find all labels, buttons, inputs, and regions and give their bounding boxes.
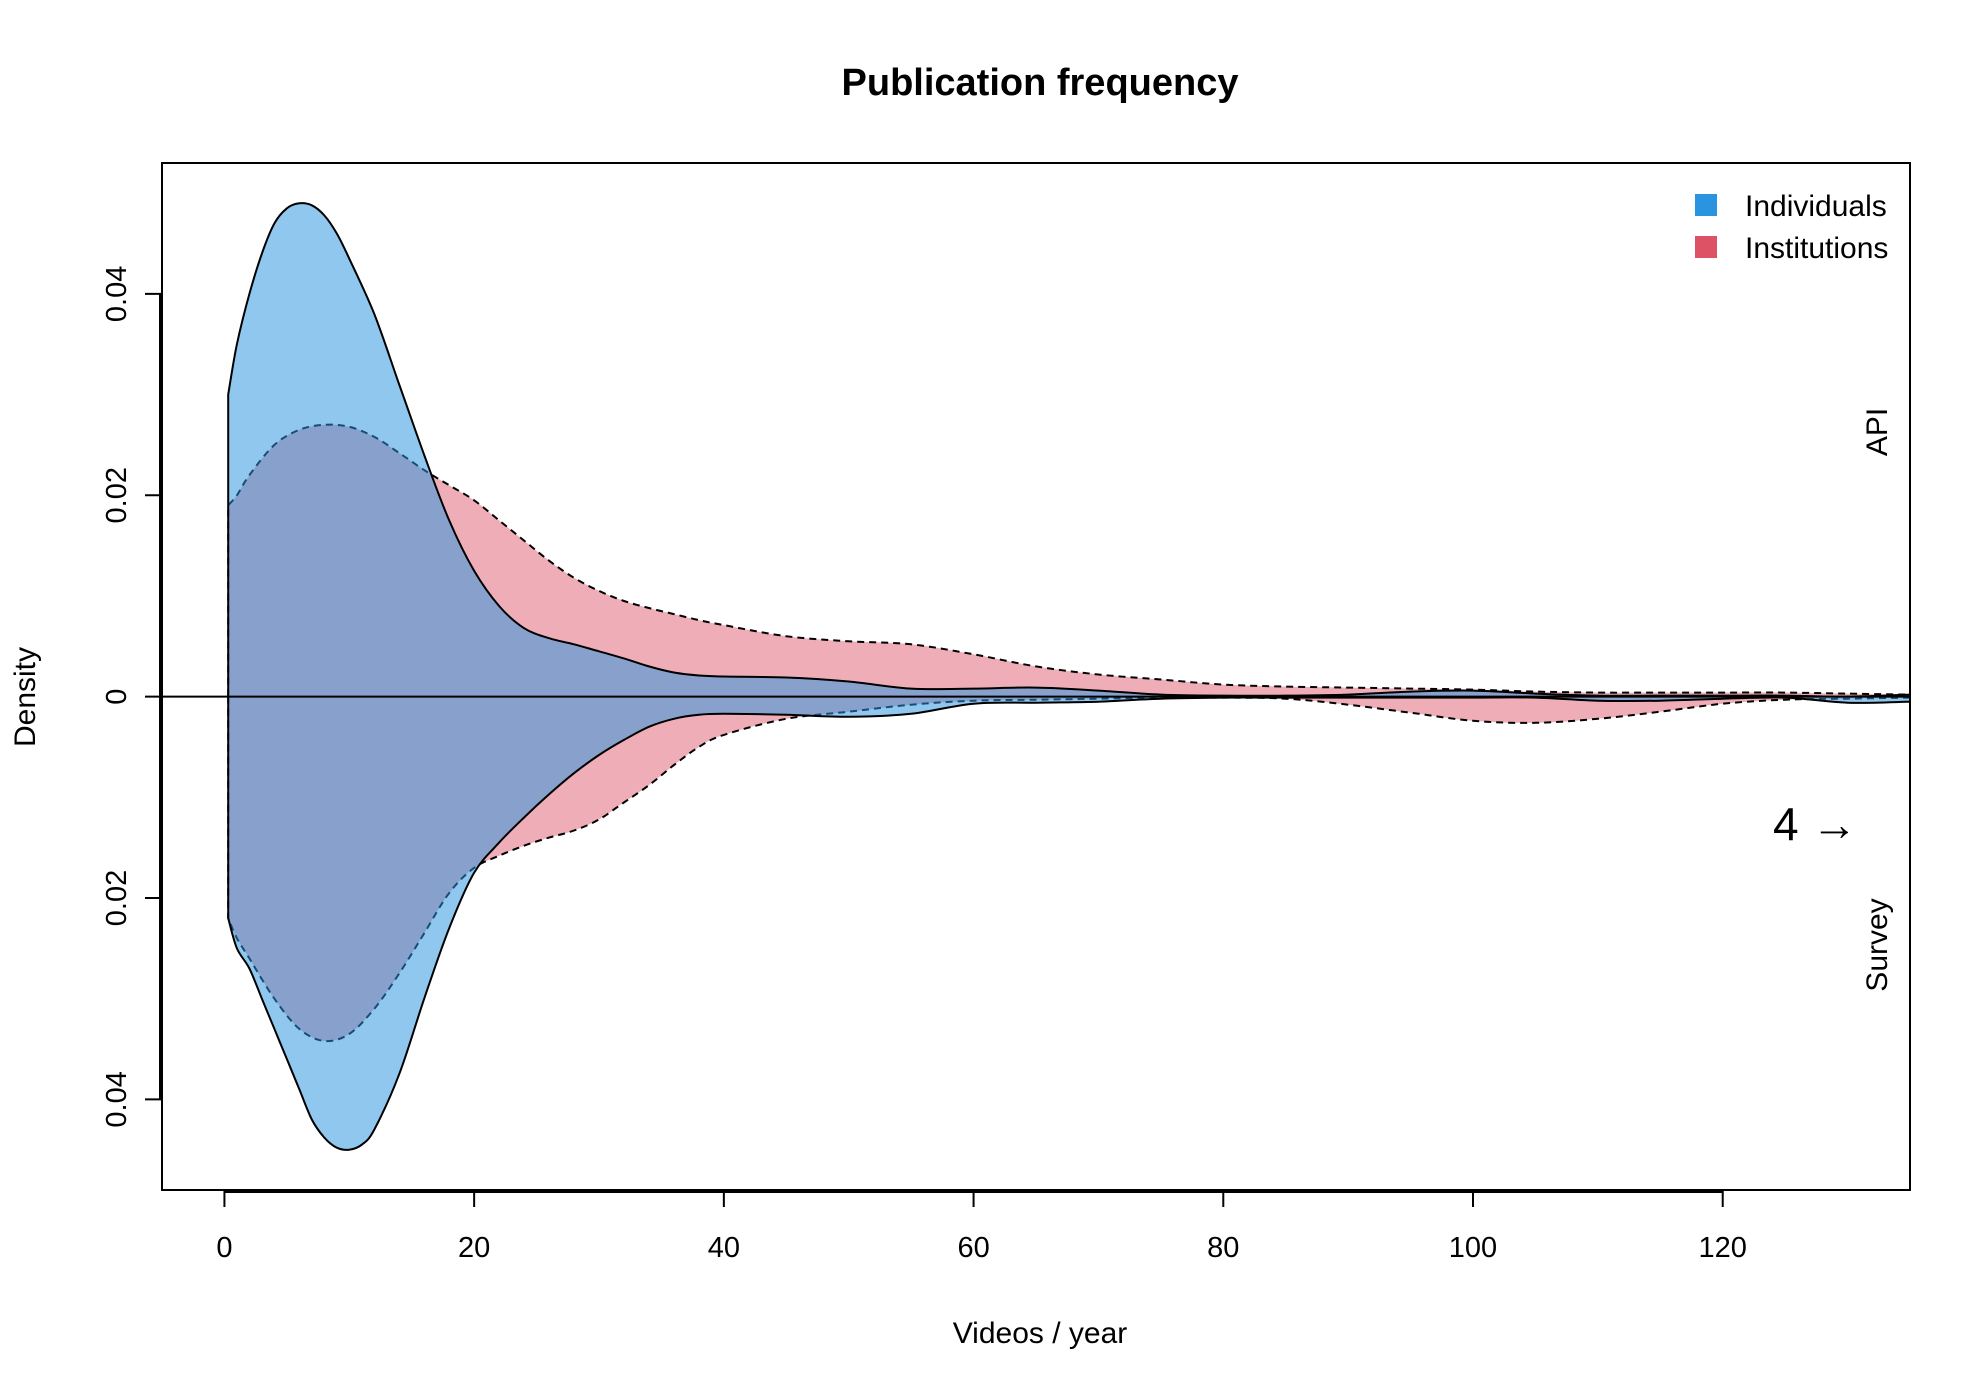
x-tick-label: 100: [1449, 1232, 1497, 1264]
x-tick-label: 20: [458, 1232, 490, 1264]
plot-frame: [161, 162, 1911, 1191]
institutions-survey-density-area: [228, 696, 1911, 1042]
legend-swatch-institutions: [1695, 236, 1717, 258]
overflow-annotation: 4 →: [1773, 798, 1857, 850]
legend-swatch-individuals: [1695, 194, 1717, 216]
x-tick-label: 0: [216, 1232, 232, 1264]
legend-label-institutions: Institutions: [1745, 232, 1888, 265]
y-tick-label: 0.04: [101, 266, 133, 322]
legend: Individuals Institutions: [1695, 190, 1888, 265]
y-tick-label: 0.04: [101, 1071, 133, 1127]
panel-label-api: API: [1861, 408, 1894, 456]
individuals-api-density-line: [227, 202, 1911, 698]
x-tick-label: 80: [1207, 1232, 1239, 1264]
x-axis: 0 20 40 60 80 100 120: [216, 1190, 1747, 1264]
panel-label-survey: Survey: [1861, 898, 1894, 991]
individuals-survey-density-area: [228, 696, 1911, 1150]
series-layer: [227, 202, 1911, 1151]
x-tick-label: 40: [708, 1232, 740, 1264]
institutions-survey-density-line: [227, 696, 1911, 1043]
chart-title: Publication frequency: [842, 62, 1239, 104]
legend-label-individuals: Individuals: [1745, 190, 1887, 223]
institutions-api-density-area: [228, 424, 1911, 697]
y-axis: 0.04 0.02 0 0.02 0.04: [101, 266, 162, 1128]
x-axis-label: Videos / year: [953, 1317, 1128, 1350]
y-axis-label: Density: [9, 647, 42, 747]
x-tick-label: 120: [1699, 1232, 1747, 1264]
x-tick-label: 60: [957, 1232, 989, 1264]
y-tick-label: 0: [101, 689, 133, 705]
y-tick-label: 0.02: [101, 870, 133, 926]
y-tick-label: 0.02: [101, 467, 133, 523]
individuals-api-density-area: [228, 203, 1911, 697]
